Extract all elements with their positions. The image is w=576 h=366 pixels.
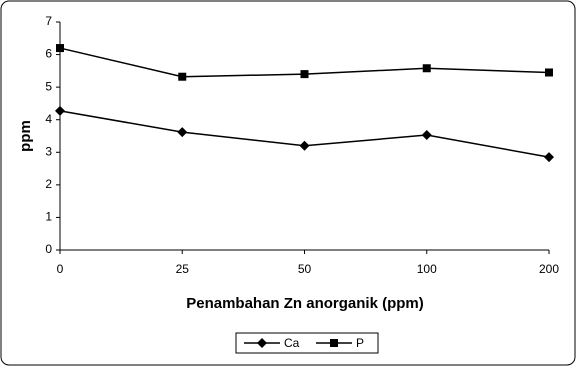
y-axis-label: ppm bbox=[17, 120, 34, 152]
marker-diamond bbox=[177, 127, 188, 138]
legend-label: P bbox=[356, 336, 364, 350]
marker-square bbox=[300, 70, 309, 79]
y-tick-label: 6 bbox=[45, 47, 52, 61]
marker-square bbox=[422, 64, 431, 73]
marker-diamond bbox=[421, 130, 432, 141]
y-tick-label: 7 bbox=[45, 14, 52, 28]
marker-square bbox=[545, 68, 553, 77]
x-tick-label: 100 bbox=[417, 262, 437, 276]
x-tick-label: 50 bbox=[298, 262, 312, 276]
x-tick-label: 0 bbox=[57, 262, 64, 276]
y-tick-label: 3 bbox=[45, 144, 52, 158]
y-tick-label: 4 bbox=[45, 112, 52, 126]
x-tick-label: 200 bbox=[539, 262, 559, 276]
x-tick-label: 25 bbox=[176, 262, 190, 276]
y-tick-label: 1 bbox=[45, 210, 52, 224]
y-tick-label: 0 bbox=[45, 242, 52, 256]
marker-diamond bbox=[299, 140, 310, 151]
x-axis-label: Penambahan Zn anorganik (ppm) bbox=[186, 295, 424, 312]
marker-square bbox=[56, 44, 64, 53]
y-tick-label: 5 bbox=[45, 79, 52, 93]
legend-label: Ca bbox=[284, 336, 300, 350]
marker-square bbox=[330, 339, 338, 347]
marker-diamond bbox=[544, 152, 554, 163]
marker-square bbox=[178, 72, 187, 81]
legend-box bbox=[235, 332, 379, 354]
marker-diamond bbox=[257, 338, 267, 348]
y-tick-label: 2 bbox=[45, 177, 52, 191]
marker-diamond bbox=[55, 105, 65, 116]
